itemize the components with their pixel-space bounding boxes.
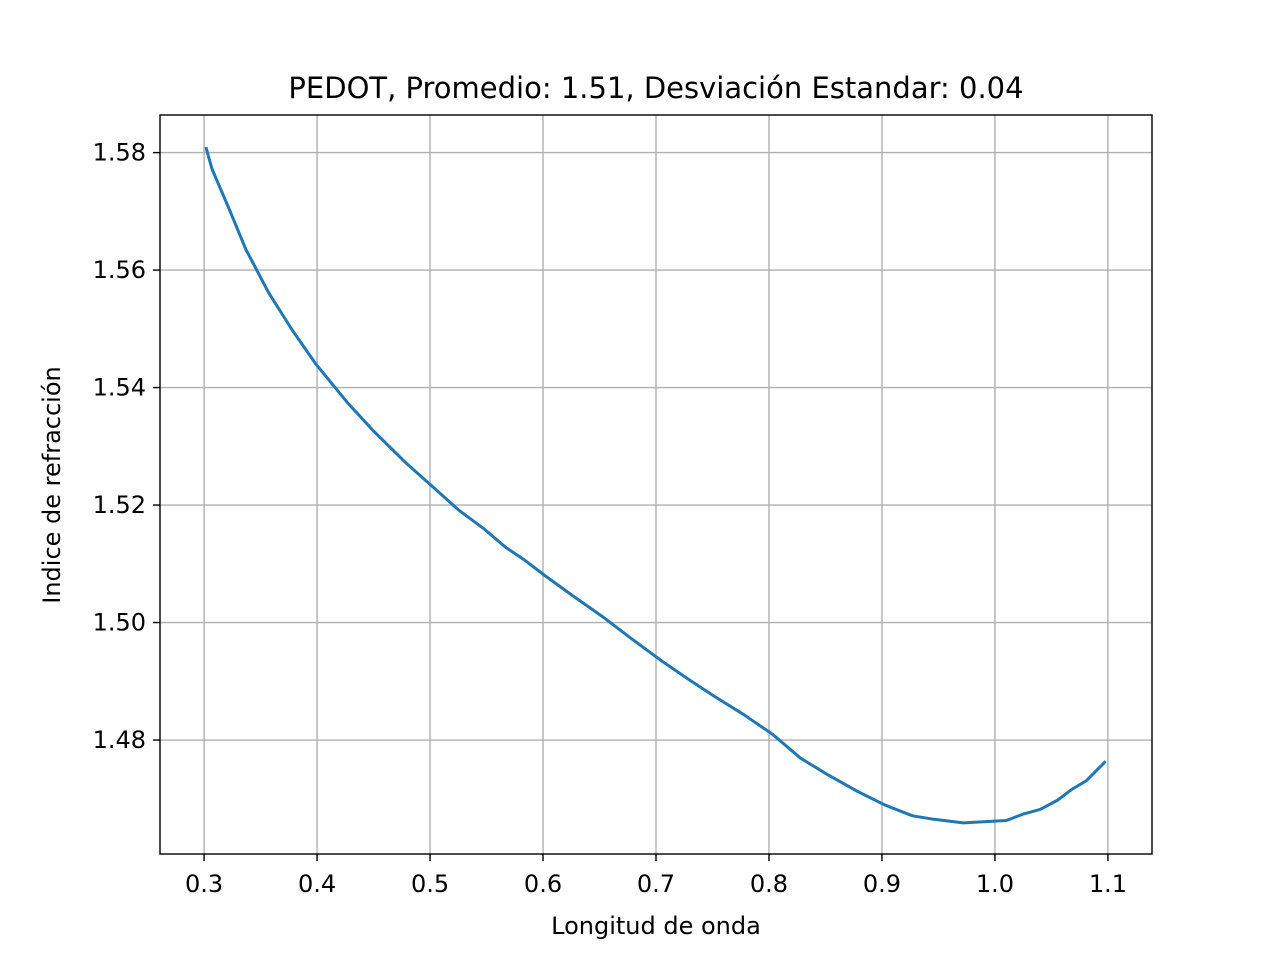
x-tick-label: 0.9: [863, 870, 901, 898]
grid: [160, 115, 1152, 854]
x-tick-label: 0.4: [298, 870, 336, 898]
x-tick-label: 0.5: [411, 870, 449, 898]
y-tick-label: 1.50: [93, 609, 146, 637]
y-tick-label: 1.56: [93, 256, 146, 284]
y-tick-label: 1.58: [93, 139, 146, 167]
x-tick-label: 0.6: [524, 870, 562, 898]
y-tick-label: 1.48: [93, 726, 146, 754]
x-tick-label: 1.0: [976, 870, 1014, 898]
y-tick-label: 1.52: [93, 491, 146, 519]
x-tick-label: 0.3: [185, 870, 223, 898]
axis-ticks: 0.3 0.4 0.5 0.6 0.7 0.8 0.9 1.0 1.1 1.48 1.50 1.52 1…: [93, 139, 1127, 898]
x-tick-label: 0.7: [637, 870, 675, 898]
series-layer: [204, 146, 1107, 825]
x-tick-label: 1.1: [1089, 870, 1127, 898]
series-line: [204, 146, 1107, 825]
x-axis-label: Longitud de onda: [551, 912, 761, 940]
x-tick-label: 0.8: [750, 870, 788, 898]
y-tick-label: 1.54: [93, 374, 146, 402]
y-axis-label: Indice de refracción: [38, 366, 66, 604]
chart-title: PEDOT, Promedio: 1.51, Desviación Estand…: [288, 71, 1023, 105]
